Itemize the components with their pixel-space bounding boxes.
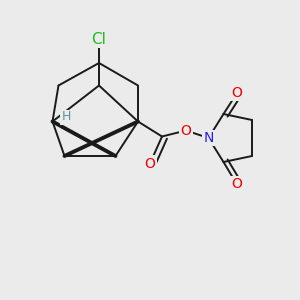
Text: Cl: Cl (92, 32, 106, 46)
Text: O: O (181, 124, 191, 137)
Text: O: O (232, 178, 242, 191)
Text: N: N (203, 131, 214, 145)
Text: O: O (145, 157, 155, 170)
Text: O: O (232, 86, 242, 100)
Text: H: H (61, 110, 71, 124)
